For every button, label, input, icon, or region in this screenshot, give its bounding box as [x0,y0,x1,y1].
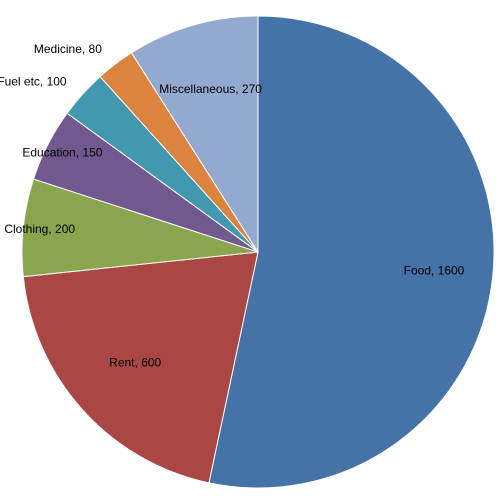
data-label-miscellaneous: Miscellaneous, 270 [159,82,262,96]
data-label-fuel-etc: Fuel etc, 100 [0,75,67,89]
data-label-rent: Rent, 600 [109,356,161,370]
pie-slice-food [208,15,495,489]
pie-slices [21,15,495,489]
pie-slice-rent [22,251,259,484]
data-label-clothing: Clothing, 200 [4,222,75,236]
pie-slice-miscellaneous [130,15,259,254]
pie-labels: Food, 1600 Rent, 600 Clothing, 200 Educatio… [0,42,465,370]
data-label-food: Food, 1600 [404,264,465,278]
data-label-medicine: Medicine, 80 [34,42,102,56]
data-label-education: Education, 150 [22,145,102,159]
